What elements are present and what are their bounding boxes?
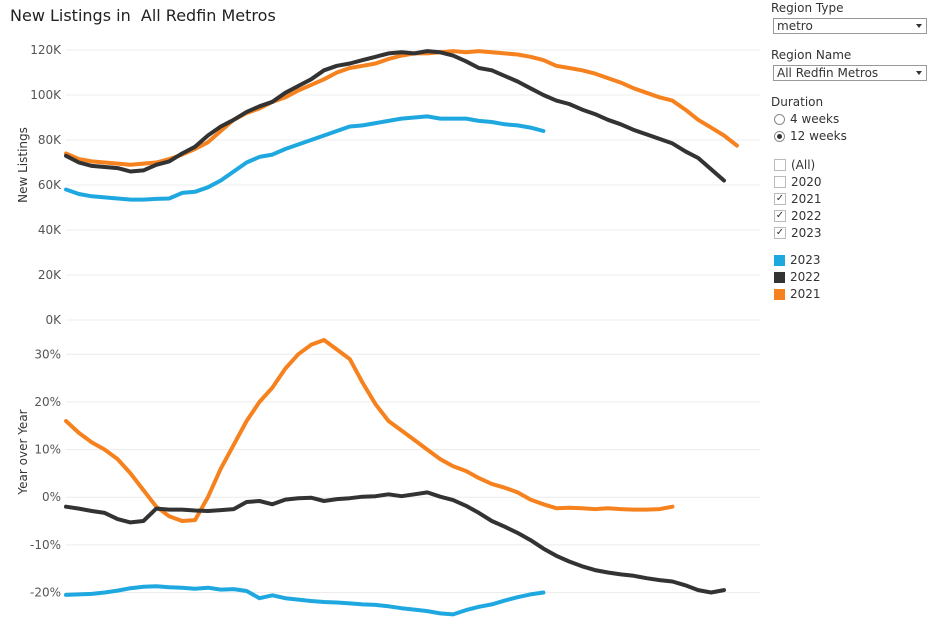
year-filter-label: 2023 <box>791 226 822 240</box>
legend-label: 2021 <box>790 287 821 301</box>
chart-title: New Listings in All Redfin Metros <box>10 6 276 25</box>
chevron-down-icon <box>916 24 922 28</box>
series-line-2022[interactable] <box>64 49 726 183</box>
year-filter-all[interactable]: (All) <box>774 157 815 173</box>
y-tick-label: -20% <box>30 585 61 599</box>
y-tick-label: 0K <box>45 313 62 327</box>
legend-swatch <box>774 271 785 283</box>
year-filter-label: 2021 <box>791 192 822 206</box>
series-line-2023[interactable] <box>64 584 546 617</box>
y-tick-label: 10% <box>34 443 61 457</box>
duration-option-12-weeks[interactable]: 12 weeks <box>774 128 847 144</box>
legend-swatch <box>774 288 785 300</box>
year-filter-label: (All) <box>791 158 816 172</box>
legend-item-2022[interactable]: 2022 <box>774 269 821 285</box>
y-tick-label: 40K <box>38 223 62 237</box>
checkbox-checked-icon: ✓ <box>774 193 786 205</box>
checkbox-icon <box>774 159 786 171</box>
y-axis-title: New Listings <box>16 127 30 203</box>
region-type-label: Region Type <box>771 1 844 15</box>
region-type-dropdown[interactable]: metro <box>773 18 927 34</box>
year-filter-label: 2020 <box>791 175 822 189</box>
y-tick-label: 20K <box>38 268 62 282</box>
y-tick-label: 100K <box>30 88 62 102</box>
series-line-2022[interactable] <box>64 490 726 595</box>
legend-item-2021[interactable]: 2021 <box>774 286 821 302</box>
checkbox-checked-icon: ✓ <box>774 227 786 239</box>
year-filter-2021[interactable]: ✓ 2021 <box>774 191 822 207</box>
line-charts: 0K 20K 40K 60K 80K 100K 120K New Listings -20% -1… <box>16 43 760 617</box>
y-tick-label: 60K <box>38 178 62 192</box>
y-tick-label: -10% <box>30 538 61 552</box>
checkbox-checked-icon: ✓ <box>774 210 786 222</box>
legend-label: 2023 <box>790 253 821 267</box>
checkbox-icon <box>774 176 786 188</box>
year-filter-2022[interactable]: ✓ 2022 <box>774 208 822 224</box>
year-filter-2020[interactable]: 2020 <box>774 174 822 190</box>
duration-option-label: 12 weeks <box>790 129 847 143</box>
legend-swatch <box>774 254 785 266</box>
region-name-value: All Redfin Metros <box>777 66 879 80</box>
region-name-dropdown[interactable]: All Redfin Metros <box>773 65 927 81</box>
chevron-down-icon <box>916 71 922 75</box>
y-tick-label: 80K <box>38 133 62 147</box>
legend-label: 2022 <box>790 270 821 284</box>
series-line-2021[interactable] <box>64 49 739 167</box>
y-axis-title: Year over Year <box>16 409 30 495</box>
year-filter-label: 2022 <box>791 209 822 223</box>
y-tick-label: 0% <box>42 490 61 504</box>
series-line-2021[interactable] <box>64 338 675 523</box>
duration-option-label: 4 weeks <box>790 112 840 126</box>
duration-label: Duration <box>771 95 824 109</box>
radio-selected-icon <box>774 130 785 142</box>
region-type-value: metro <box>777 19 813 33</box>
duration-option-4-weeks[interactable]: 4 weeks <box>774 111 839 127</box>
y-tick-label: 20% <box>34 395 61 409</box>
radio-icon <box>774 113 785 125</box>
legend-item-2023[interactable]: 2023 <box>774 252 821 268</box>
region-name-label: Region Name <box>771 48 852 62</box>
y-tick-label: 120K <box>30 43 62 57</box>
y-tick-label: 30% <box>34 347 61 361</box>
year-filter-2023[interactable]: ✓ 2023 <box>774 225 822 241</box>
series-line-2023[interactable] <box>64 114 546 202</box>
